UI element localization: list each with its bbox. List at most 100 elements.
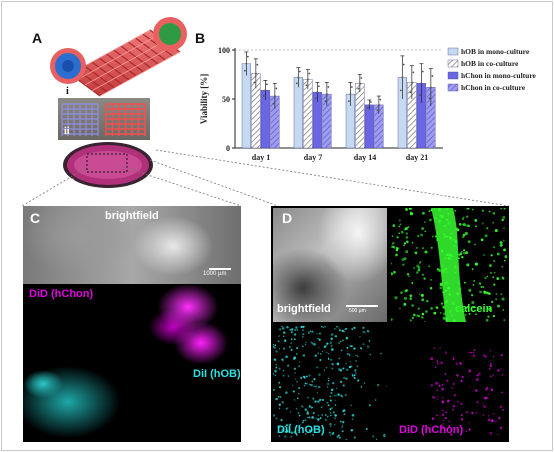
data-point bbox=[412, 71, 415, 74]
bar bbox=[241, 63, 251, 149]
legend-entry: hOB in co-culture bbox=[461, 59, 519, 68]
data-point bbox=[306, 78, 309, 81]
panel-c-label: C bbox=[30, 210, 41, 226]
data-point bbox=[243, 69, 246, 72]
data-point bbox=[420, 82, 423, 85]
data-point bbox=[305, 84, 308, 87]
legend-swatch bbox=[447, 71, 459, 80]
data-point bbox=[349, 93, 352, 95]
d-brightfield-image bbox=[273, 208, 387, 322]
panel-a-label: A bbox=[32, 30, 43, 46]
legend-swatch bbox=[447, 83, 459, 92]
scaffold-photo bbox=[58, 98, 150, 140]
data-point bbox=[245, 62, 248, 65]
c-dii-image bbox=[23, 364, 241, 442]
data-point bbox=[431, 75, 434, 77]
data-point bbox=[429, 86, 432, 89]
y-tick-label: 100 bbox=[218, 46, 230, 55]
panel-b-label: B bbox=[195, 30, 206, 46]
data-point bbox=[275, 87, 278, 90]
c-caption-did: DiD (hChon) bbox=[29, 288, 94, 300]
data-point bbox=[253, 81, 256, 84]
data-point bbox=[298, 70, 301, 73]
dish-photo bbox=[62, 140, 154, 190]
data-point bbox=[262, 95, 265, 97]
data-point bbox=[325, 93, 328, 95]
legend-entry: hChon in co-culture bbox=[461, 83, 526, 92]
data-point bbox=[369, 101, 372, 103]
data-point bbox=[254, 72, 257, 75]
data-point bbox=[409, 91, 412, 94]
c-did-image bbox=[23, 285, 241, 363]
y-tick-label: 0 bbox=[226, 144, 230, 153]
bar bbox=[364, 104, 374, 149]
scaffold-render bbox=[50, 17, 187, 97]
data-point bbox=[256, 63, 259, 66]
y-axis-label: Viability [%] bbox=[199, 74, 209, 124]
data-point bbox=[401, 76, 404, 79]
x-tick-label: day 21 bbox=[406, 153, 428, 162]
panel-d-label: D bbox=[282, 210, 293, 226]
data-point bbox=[428, 97, 431, 100]
data-point bbox=[379, 98, 382, 101]
data-point bbox=[317, 85, 320, 88]
x-tick-label: day 7 bbox=[304, 153, 322, 162]
data-point bbox=[368, 103, 371, 106]
x-tick-label: day 14 bbox=[354, 153, 376, 162]
data-point bbox=[273, 95, 276, 97]
data-point bbox=[327, 86, 330, 88]
bar bbox=[303, 79, 313, 149]
d-did-image bbox=[391, 326, 507, 440]
d-calcein-image bbox=[391, 208, 507, 322]
sub-label-iii: iii bbox=[66, 178, 75, 189]
panel-d: brightfield 500 µm calcein DiI (hOB) DiD… bbox=[271, 206, 509, 442]
data-point bbox=[246, 55, 249, 58]
data-point bbox=[357, 87, 360, 90]
data-point bbox=[377, 103, 380, 106]
c-caption-dii: DiI (hOB) bbox=[193, 368, 241, 380]
data-point bbox=[358, 82, 361, 85]
sub-label-i: i bbox=[66, 86, 69, 97]
c-scale-bar bbox=[209, 268, 231, 270]
data-point bbox=[347, 100, 350, 103]
data-point bbox=[418, 94, 421, 96]
d-scale-bar bbox=[346, 305, 378, 307]
data-point bbox=[316, 91, 319, 94]
data-point bbox=[350, 86, 353, 88]
bar bbox=[355, 83, 365, 149]
c-scale-label: 1000 µm bbox=[203, 271, 227, 277]
data-point bbox=[366, 106, 369, 109]
c-brightfield-image bbox=[23, 206, 241, 284]
legend-entry: hOB in mono-culture bbox=[461, 47, 530, 56]
legend-swatch bbox=[447, 59, 459, 68]
d-caption-did: DiD (hChon) bbox=[399, 424, 464, 436]
data-point bbox=[360, 77, 363, 79]
data-point bbox=[410, 81, 413, 84]
data-point bbox=[314, 97, 317, 99]
d-caption-dii: DiI (hOB) bbox=[277, 424, 325, 436]
data-point bbox=[264, 89, 267, 92]
viability-chart: 0 50 100 Viability [%] day 1 day 7 day 14 day 2… bbox=[199, 46, 537, 162]
d-caption-calcein: calcein bbox=[455, 303, 493, 315]
data-point bbox=[421, 70, 424, 73]
data-point bbox=[376, 109, 379, 112]
data-point bbox=[399, 89, 402, 92]
panel-c: brightfield 1000 µm DiD (hChon) DiI (hOB… bbox=[23, 206, 241, 442]
data-point bbox=[308, 72, 311, 75]
data-point bbox=[265, 83, 268, 86]
c-caption-brightfield: brightfield bbox=[105, 210, 159, 222]
legend-swatch bbox=[447, 47, 459, 56]
d-caption-brightfield: brightfield bbox=[277, 303, 331, 315]
bar bbox=[293, 77, 303, 149]
sub-label-ii: ii bbox=[64, 126, 70, 137]
legend-entry: hChon in mono-culture bbox=[461, 71, 537, 80]
d-scale-label: 500 µm bbox=[349, 308, 366, 314]
data-point bbox=[402, 63, 405, 66]
x-tick-label: day 1 bbox=[252, 153, 270, 162]
y-tick-label: 50 bbox=[222, 95, 230, 104]
data-point bbox=[324, 100, 327, 103]
data-point bbox=[295, 82, 298, 85]
data-point bbox=[297, 76, 300, 79]
